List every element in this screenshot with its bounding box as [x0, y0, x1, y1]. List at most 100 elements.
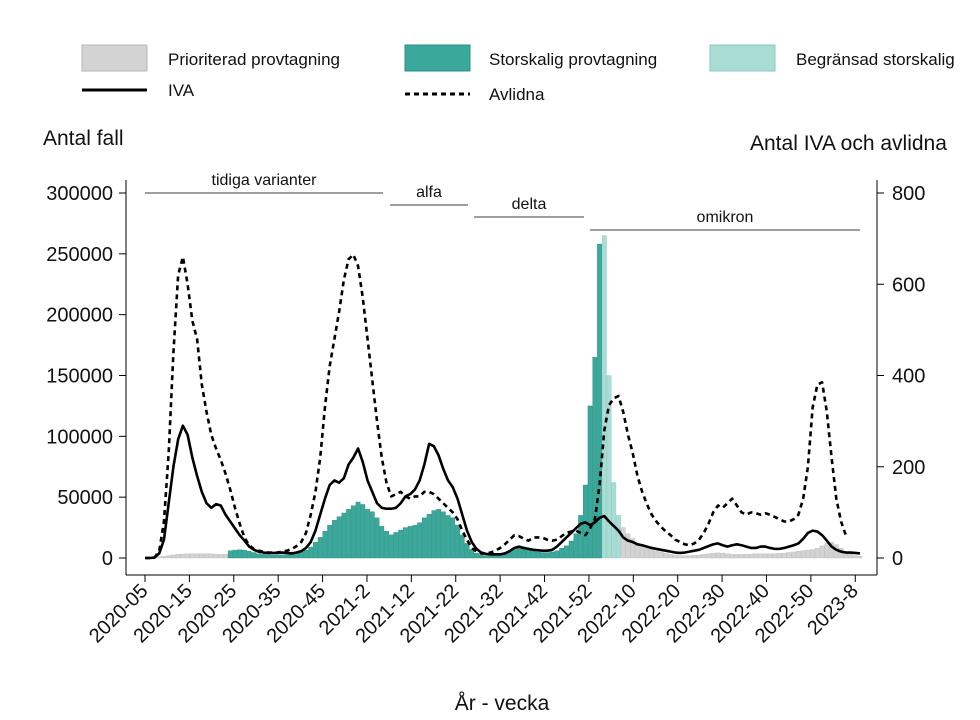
- legend-label-begransad: Begränsad storskalig: [796, 50, 955, 69]
- axis-ticks: 0 50000 100000 150000 200000 250000 300000 0 200…: [46, 183, 925, 647]
- y-left-tick-label: 0: [102, 548, 113, 570]
- bar-prioriterad: [672, 554, 678, 559]
- bar-prioriterad: [777, 553, 782, 559]
- bar-prioriterad: [199, 553, 205, 559]
- y-right-tick-label: 200: [892, 457, 925, 479]
- bar-prioriterad: [625, 533, 631, 559]
- bar-storskalig: [597, 243, 602, 559]
- legend-label-storskalig: Storskalig provtagning: [489, 50, 657, 69]
- legend-swatch-storskalig: [404, 44, 471, 72]
- bar-storskalig: [417, 522, 423, 559]
- bar-storskalig: [459, 534, 465, 559]
- bar-prioriterad: [729, 554, 735, 559]
- bar-storskalig: [232, 549, 238, 559]
- bar-storskalig: [393, 532, 399, 559]
- bar-prioriterad: [185, 553, 191, 559]
- bar-storskalig: [265, 554, 271, 559]
- bar-storskalig: [388, 534, 394, 559]
- bar-begransad: [611, 482, 617, 559]
- bar-storskalig: [530, 551, 536, 559]
- bar-storskalig: [398, 529, 404, 559]
- bar-prioriterad: [213, 553, 219, 559]
- period-label: delta: [512, 196, 547, 213]
- bar-storskalig: [246, 551, 252, 559]
- bar-storskalig: [455, 524, 460, 559]
- y-right-tick-label: 400: [892, 366, 925, 388]
- bar-storskalig: [474, 552, 479, 559]
- bar-storskalig: [369, 511, 375, 559]
- bar-storskalig: [554, 550, 560, 559]
- bar-begransad: [616, 515, 621, 559]
- bar-storskalig: [317, 537, 323, 559]
- bar-prioriterad: [805, 549, 811, 559]
- bar-prioriterad: [687, 555, 692, 559]
- bar-prioriterad: [171, 554, 176, 559]
- bar-prioriterad: [800, 550, 806, 559]
- bar-prioriterad: [796, 551, 801, 559]
- bar-prioriterad: [194, 553, 200, 559]
- bar-prioriterad: [644, 548, 650, 559]
- x-tick-label: 2023-8: [803, 580, 863, 640]
- bar-storskalig: [346, 509, 351, 559]
- bar-storskalig: [564, 545, 569, 559]
- bar-storskalig: [341, 512, 347, 559]
- bar-prioriterad: [696, 554, 702, 559]
- bar-prioriterad: [852, 555, 858, 559]
- y-axis-left-title: Antal fall: [43, 127, 124, 150]
- bar-storskalig: [426, 514, 432, 559]
- period-label: alfa: [416, 184, 442, 201]
- bar-prioriterad: [156, 556, 162, 559]
- bar-prioriterad: [810, 549, 816, 559]
- y-left-tick-label: 50000: [57, 487, 113, 509]
- bar-storskalig: [403, 527, 408, 559]
- bar-prioriterad: [668, 554, 673, 559]
- y-left-tick-label: 200000: [46, 305, 113, 327]
- legend-label-prioriterad: Prioriterad provtagning: [168, 50, 340, 69]
- bar-prioriterad: [658, 551, 664, 559]
- bar-prioriterad: [218, 554, 224, 559]
- bar-storskalig: [279, 554, 285, 559]
- bar-prioriterad: [767, 553, 773, 559]
- period-label: tidiga varianter: [212, 172, 318, 189]
- bar-prioriterad: [620, 527, 626, 559]
- bar-storskalig: [379, 526, 385, 559]
- bar-storskalig: [242, 549, 247, 559]
- bar-prioriterad: [824, 543, 830, 559]
- bar-storskalig: [256, 553, 262, 559]
- y-left-tick-label: 300000: [46, 183, 113, 205]
- bar-prioriterad: [691, 555, 697, 559]
- bar-storskalig: [384, 531, 389, 559]
- period-label: omikron: [697, 209, 754, 226]
- bar-storskalig: [313, 541, 318, 559]
- bar-prioriterad: [743, 554, 749, 559]
- y-axis-right-title: Antal IVA och avlidna: [750, 132, 947, 155]
- bar-prioriterad: [180, 553, 186, 559]
- bar-prioriterad: [204, 553, 209, 559]
- bar-storskalig: [237, 549, 243, 559]
- bar-storskalig: [440, 511, 446, 559]
- bar-prioriterad: [762, 553, 768, 559]
- bar-prioriterad: [734, 554, 740, 559]
- y-right-tick-label: 800: [892, 183, 925, 205]
- bar-prioriterad: [175, 554, 181, 559]
- y-left-tick-label: 100000: [46, 426, 113, 448]
- legend-label-avlidna: Avlidna: [489, 85, 545, 104]
- bar-storskalig: [587, 405, 593, 559]
- bar-storskalig: [275, 554, 280, 559]
- bar-storskalig: [511, 549, 517, 559]
- bar-storskalig: [450, 517, 456, 559]
- bar-storskalig: [227, 550, 233, 559]
- bar-prioriterad: [739, 554, 745, 559]
- bar-storskalig: [478, 554, 484, 559]
- bar-storskalig: [559, 548, 565, 559]
- legend-swatch-prioriterad: [81, 44, 148, 72]
- bar-prioriterad: [791, 551, 797, 559]
- bar-prioriterad: [857, 555, 863, 559]
- legend-label-iva: IVA: [168, 81, 195, 100]
- bar-storskalig: [374, 517, 380, 559]
- bar-begransad: [601, 235, 607, 559]
- bar-prioriterad: [706, 553, 711, 559]
- bar-storskalig: [464, 543, 470, 559]
- bar-prioriterad: [663, 552, 669, 559]
- legend: Prioriterad provtagning Storskalig provt…: [81, 44, 955, 104]
